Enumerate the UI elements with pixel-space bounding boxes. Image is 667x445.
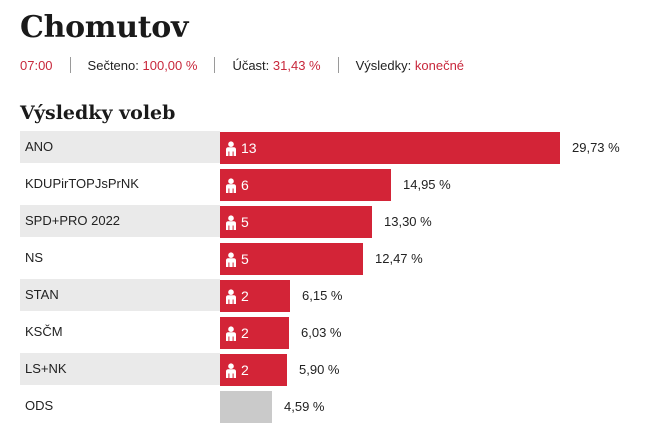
result-bar: 5 (220, 206, 372, 238)
seats-count: 5 (241, 251, 249, 267)
party-name: KSČM (25, 324, 63, 339)
party-name: STAN (20, 279, 220, 311)
counted-value: 100,00 % (142, 57, 198, 73)
vote-percent: 5,90 % (299, 362, 340, 377)
vote-percent: 6,03 % (301, 325, 342, 340)
result-bar: 2 (220, 280, 290, 312)
seats-count: 5 (241, 214, 249, 230)
person-icon (226, 177, 236, 193)
vote-percent: 6,15 % (302, 288, 343, 303)
results-list: ANO 13 29,73 % KDUPirTOPJsPrNK 6 14,95 % SPD+P… (20, 131, 660, 427)
vote-percent: 13,30 % (384, 214, 432, 229)
person-icon (226, 325, 236, 341)
divider (214, 57, 216, 73)
result-row: ODS 4,59 % (20, 390, 660, 427)
party-name: ANO (20, 131, 220, 163)
divider (69, 57, 71, 73)
vote-percent: 4,59 % (284, 399, 325, 414)
result-row: SPD+PRO 2022 5 13,30 % (20, 205, 660, 242)
party-name: SPD+PRO 2022 (20, 205, 220, 237)
person-icon (226, 251, 236, 267)
result-bar: 2 (220, 317, 289, 349)
results-status-label: Výsledky: (355, 57, 412, 73)
result-row: ANO 13 29,73 % (20, 131, 660, 168)
result-bar: 2 (220, 354, 287, 386)
vote-percent: 12,47 % (375, 251, 423, 266)
person-icon (226, 214, 236, 230)
result-row: STAN 2 6,15 % (20, 279, 660, 316)
turnout-value: 31,43 % (272, 57, 321, 73)
person-icon (226, 362, 236, 378)
result-row: KSČM 2 6,03 % (20, 316, 660, 353)
seats-count: 2 (241, 288, 249, 304)
update-time: 07:00 (20, 57, 53, 73)
vote-percent: 29,73 % (572, 140, 620, 155)
person-icon (226, 288, 236, 304)
party-name: KDUPirTOPJsPrNK (25, 176, 139, 191)
party-name: LS+NK (20, 353, 220, 385)
result-row: NS 5 12,47 % (20, 242, 660, 279)
result-bar: 13 (220, 132, 560, 164)
party-name: NS (25, 250, 44, 265)
result-bar: 6 (220, 169, 391, 201)
party-name: ODS (25, 398, 54, 413)
result-row: LS+NK 2 5,90 % (20, 353, 660, 390)
result-bar: 5 (220, 243, 363, 275)
seats-count: 2 (241, 362, 249, 378)
seats-count: 2 (241, 325, 249, 341)
divider (337, 57, 339, 73)
counted-label: Sečteno: (87, 57, 139, 73)
page-title: Chomutov (20, 10, 189, 45)
seats-count: 13 (241, 140, 257, 156)
result-row: KDUPirTOPJsPrNK 6 14,95 % (20, 168, 660, 205)
person-icon (226, 140, 236, 156)
results-heading: Výsledky voleb (20, 102, 176, 124)
turnout-label: Účast: (232, 57, 270, 73)
result-meta: 07:00 Sečteno: 100,00 % Účast: 31,43 % V… (20, 57, 464, 73)
result-bar (220, 391, 272, 423)
seats-count: 6 (241, 177, 249, 193)
results-status-value: konečné (414, 57, 465, 73)
vote-percent: 14,95 % (403, 177, 451, 192)
